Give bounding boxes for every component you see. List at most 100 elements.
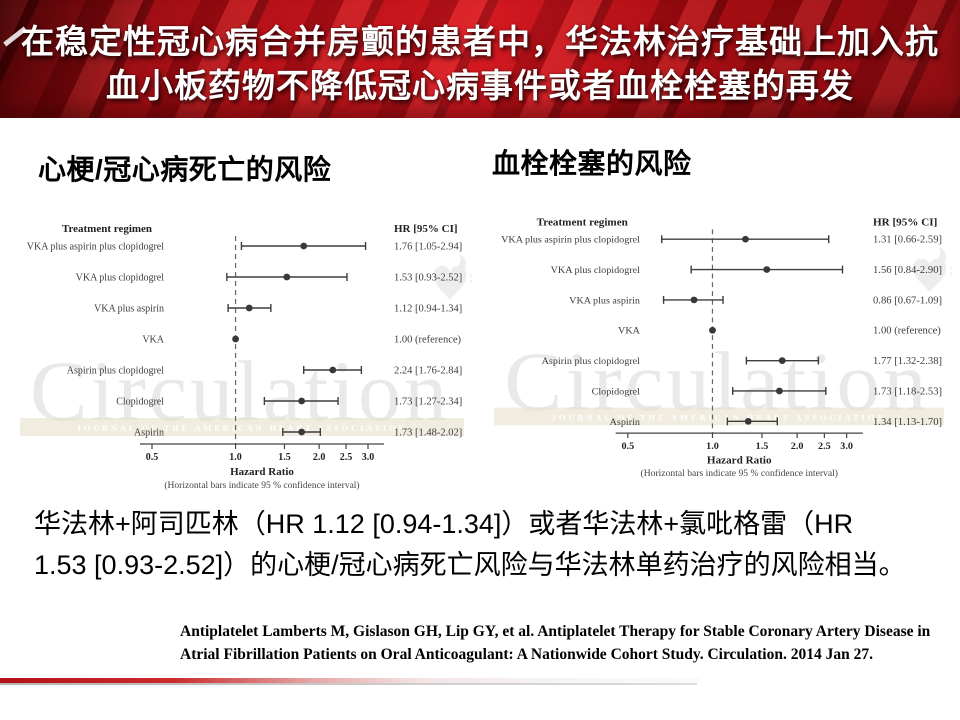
left-chart-heading: 心梗/冠心病死亡的风险 (38, 154, 332, 185)
x-tick-label: 1.5 (756, 441, 769, 452)
citation-line2: Atrial Fibrillation Patients on Oral Ant… (180, 646, 873, 663)
x-axis-note: (Horizontal bars indicate 95 % confidenc… (164, 480, 359, 491)
row-label: Aspirin (610, 417, 640, 428)
row-label: Aspirin plus clopidogrel (67, 366, 164, 377)
row-label: VKA (618, 326, 641, 337)
col-header-hr: HR [95% CI] (873, 217, 937, 229)
slide-title: 在稳定性冠心病合并房颤的患者中，华法林治疗基础上加入抗 血小板药物不降低冠心病事… (0, 0, 960, 108)
hr-value-label: 1.73 [1.48-2.02] (394, 428, 462, 439)
forest-row: Aspirin plus clopidogrel 1.77 [1.32-2.38] (542, 356, 942, 367)
forest-row: VKA plus aspirin plus clopidogrel 1.76 [1… (27, 242, 462, 253)
hr-value-label: 1.12 [0.94-1.34] (394, 304, 462, 315)
hr-value-label: 1.00 (reference) (873, 326, 941, 337)
summary-line1: 华法林+阿司匹林（HR 1.12 [0.94-1.34]）或者华法林+氯吡格雷（… (34, 509, 854, 539)
row-label: VKA (142, 335, 164, 346)
row-label: Aspirin plus clopidogrel (542, 356, 641, 367)
hr-value-label: 1.76 [1.05-2.94] (394, 242, 462, 253)
col-header-treatment: Treatment regimen (62, 223, 152, 235)
row-label: VKA plus aspirin plus clopidogrel (501, 235, 640, 246)
journal-strip (20, 418, 464, 436)
forest-row: Clopidogrel 1.73 [1.18-2.53] (592, 387, 942, 398)
forest-row: Aspirin plus clopidogrel 2.24 [1.76-2.84] (67, 366, 462, 377)
journal-strip (494, 407, 944, 426)
hr-value-label: 1.00 (reference) (394, 335, 462, 346)
forest-row: VKA plus clopidogrel 1.56 [0.84-2.90] (551, 265, 942, 276)
x-tick-label: 1.0 (229, 452, 242, 463)
row-label: VKA plus clopidogrel (551, 265, 641, 276)
forest-row: VKA 1.00 (reference) (618, 326, 941, 337)
right-chart-heading: 血栓栓塞的风险 (492, 148, 692, 179)
hr-point (300, 242, 308, 250)
x-tick-label: 2.0 (791, 441, 804, 452)
hr-point (283, 273, 291, 281)
x-tick-label: 2.0 (313, 452, 326, 463)
slide-title-line2: 血小板药物不降低冠心病事件或者血栓栓塞的再发 (106, 67, 854, 104)
x-axis: 0.5 1.0 1.5 2.0 2.5 3.0 (140, 443, 384, 463)
hr-value-label: 1.73 [1.27-2.34] (394, 397, 462, 408)
row-label: Aspirin (134, 428, 164, 439)
x-tick-label: 3.0 (840, 441, 853, 452)
hr-point (763, 266, 771, 273)
hr-point (690, 296, 698, 304)
row-label: VKA plus aspirin plus clopidogrel (27, 242, 164, 253)
hr-point (298, 428, 306, 436)
summary-text: 华法林+阿司匹林（HR 1.12 [0.94-1.34]）或者华法林+氯吡格雷（… (34, 504, 946, 586)
x-axis-title: Hazard Ratio (230, 466, 294, 478)
hr-value-label: 1.56 [0.84-2.90] (873, 265, 942, 276)
title-banner: 在稳定性冠心病合并房颤的患者中，华法林治疗基础上加入抗 血小板药物不降低冠心病事… (0, 0, 960, 118)
hr-value-label: 1.53 [0.93-2.52] (394, 273, 462, 284)
forest-row: Aspirin 1.34 [1.13-1.70] (610, 417, 942, 428)
hr-value-label: 1.73 [1.18-2.53] (873, 387, 942, 398)
x-tick-label: 0.5 (146, 452, 159, 463)
row-label: Clopidogrel (116, 397, 164, 408)
hr-point (709, 326, 716, 334)
x-axis-note: (Horizontal bars indicate 95 % confidenc… (641, 468, 838, 479)
forest-plot-thromboembolism: Circulation JOURNAL OF THE AMERICAN HEART… (486, 200, 952, 486)
x-tick-label: 0.5 (621, 441, 634, 452)
forest-row: VKA plus aspirin 1.12 [0.94-1.34] (94, 304, 462, 315)
aha-logo-icon (433, 254, 472, 300)
hr-point (329, 366, 337, 374)
hr-point (245, 304, 253, 312)
x-tick-label: 1.5 (278, 452, 291, 463)
forest-row: VKA plus aspirin 0.86 [0.67-1.09] (569, 295, 942, 306)
row-label: Clopidogrel (592, 387, 641, 398)
aha-logo-icon (913, 247, 952, 293)
hr-point (744, 418, 752, 425)
hr-point (778, 357, 786, 364)
hr-point (298, 397, 306, 405)
summary-line2: 1.53 [0.93-2.52]）的心梗/冠心病死亡风险与华法林单药治疗的风险相… (34, 550, 906, 580)
bottom-divider-red (0, 678, 700, 683)
hr-point (775, 387, 783, 395)
x-axis-title: Hazard Ratio (707, 455, 772, 467)
forest-row: Aspirin 1.73 [1.48-2.02] (134, 428, 462, 439)
hr-point (742, 235, 749, 243)
x-tick-label: 2.5 (818, 441, 831, 452)
x-tick-label: 3.0 (362, 452, 375, 463)
hr-value-label: 0.86 [0.67-1.09] (873, 295, 942, 306)
row-label: VKA plus aspirin (94, 304, 164, 315)
slide-title-line1: 在稳定性冠心病合并房颤的患者中，华法林治疗基础上加入抗 (21, 23, 939, 60)
journal-strip-text: JOURNAL OF THE AMERICAN HEART ASSOCIATIO… (552, 413, 887, 423)
citation-line1: Antiplatelet Lamberts M, Gislason GH, Li… (180, 623, 931, 640)
forest-row: VKA 1.00 (reference) (142, 335, 461, 346)
x-axis: 0.5 1.0 1.5 2.0 2.5 3.0 (615, 432, 863, 452)
bottom-divider-gray (0, 683, 697, 685)
forest-plot-mi-chd-death: Circulation JOURNAL OF THE AMERICAN HEART… (12, 206, 472, 498)
hr-value-label: 1.77 [1.32-2.38] (873, 356, 942, 367)
col-header-treatment: Treatment regimen (537, 217, 628, 229)
hr-point (232, 335, 239, 343)
hr-value-label: 1.34 [1.13-1.70] (873, 417, 942, 428)
forest-row: VKA plus clopidogrel 1.53 [0.93-2.52] (76, 273, 463, 284)
x-tick-label: 1.0 (706, 441, 719, 452)
row-label: VKA plus aspirin (569, 295, 640, 306)
hr-value-label: 1.31 [0.66-2.59] (873, 235, 942, 246)
x-tick-label: 2.5 (340, 452, 353, 463)
hr-value-label: 2.24 [1.76-2.84] (394, 366, 462, 377)
forest-row: VKA plus aspirin plus clopidogrel 1.31 [0… (501, 235, 942, 246)
col-header-hr: HR [95% CI] (394, 223, 458, 235)
journal-strip-text: JOURNAL OF THE AMERICAN HEART ASSOCIATIO… (77, 423, 408, 433)
